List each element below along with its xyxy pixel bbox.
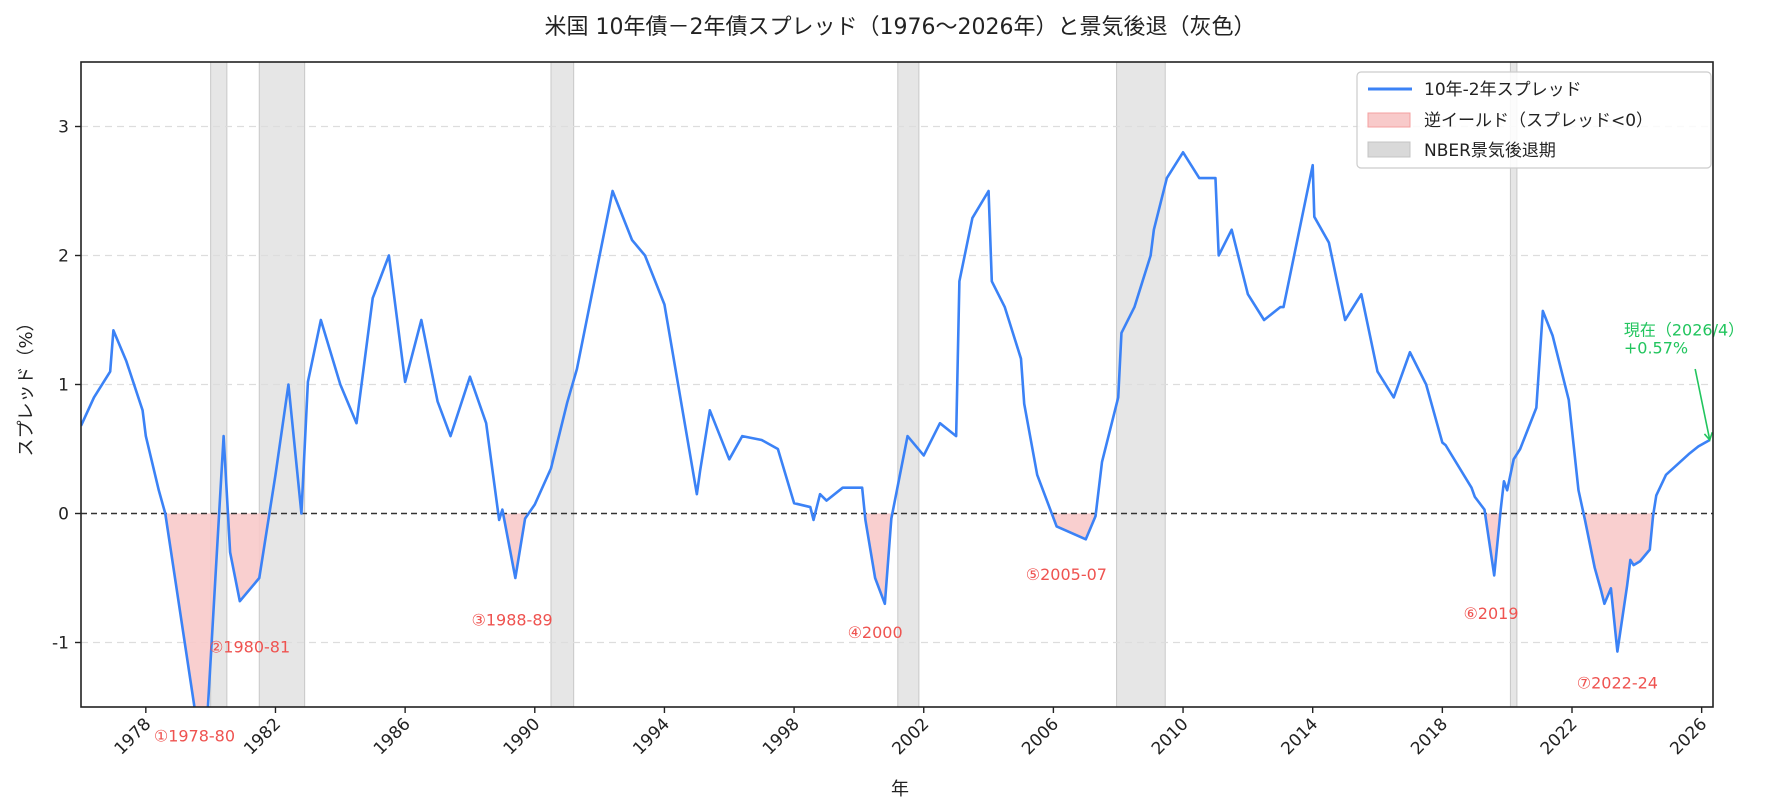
y-tick-label: 0 [58,505,69,525]
x-tick-label: 2018 [1407,714,1452,759]
x-tick-label: 2002 [889,714,934,759]
x-tick-label: 2010 [1148,714,1193,759]
current-annotation-value: +0.57% [1624,338,1688,357]
current-arrow-icon [1694,368,1714,442]
legend-label-recession: NBER景気後退期 [1424,141,1556,161]
inversion-annotation: ⑥2019 [1463,604,1518,623]
legend-recession-swatch [1367,141,1411,158]
y-tick-label: 1 [58,376,69,396]
x-tick-label: 2026 [1666,714,1711,759]
spread-line [81,151,1711,707]
legend-label-inversion: 逆イールド（スプレッド<0） [1424,111,1653,131]
x-axis-label: 年 [891,779,909,800]
inversion-annotation: ②1980-81 [209,637,290,656]
inversion-area [1583,513,1654,652]
y-tick-label: 2 [58,247,69,267]
inversion-annotation: ⑦2022-24 [1577,673,1658,692]
x-tick-label: 1990 [500,714,545,759]
y-tick-label: -1 [52,634,69,654]
y-tick-label: 3 [58,118,69,138]
chart-title: 米国 10年債－2年債スプレッド（1976〜2026年）と景気後退（灰色） [545,15,1256,40]
y-axis-label: スプレッド（%） [16,313,37,456]
x-tick-label: 2022 [1537,714,1582,759]
legend-label-spread: 10年-2年スプレッド [1424,80,1582,100]
inversion-annotation: ①1978-80 [154,726,235,745]
x-tick-label: 2014 [1277,714,1322,759]
inversion-area [165,513,220,707]
inversion-area [1485,513,1501,576]
x-tick-label: 1994 [629,714,674,759]
inversion-area [1051,513,1096,540]
inversion-annotation: ④2000 [848,623,903,642]
legend-inversion-swatch [1367,112,1411,128]
x-tick-label: 2006 [1018,714,1063,759]
x-tick-label: 1998 [759,714,804,759]
x-tick-label: 1982 [240,714,285,759]
inversion-annotation: ③1988-89 [471,610,552,629]
legend: 10年-2年スプレッド 逆イールド（スプレッド<0） NBER景気後退期 [1356,71,1712,169]
x-tick-label: 1986 [370,714,415,759]
inversion-annotation: ⑤2005-07 [1026,565,1107,584]
current-annotation-title: 現在（2026/4） [1624,320,1744,339]
x-tick-label: 1978 [111,714,156,759]
inversion-area [227,513,270,602]
